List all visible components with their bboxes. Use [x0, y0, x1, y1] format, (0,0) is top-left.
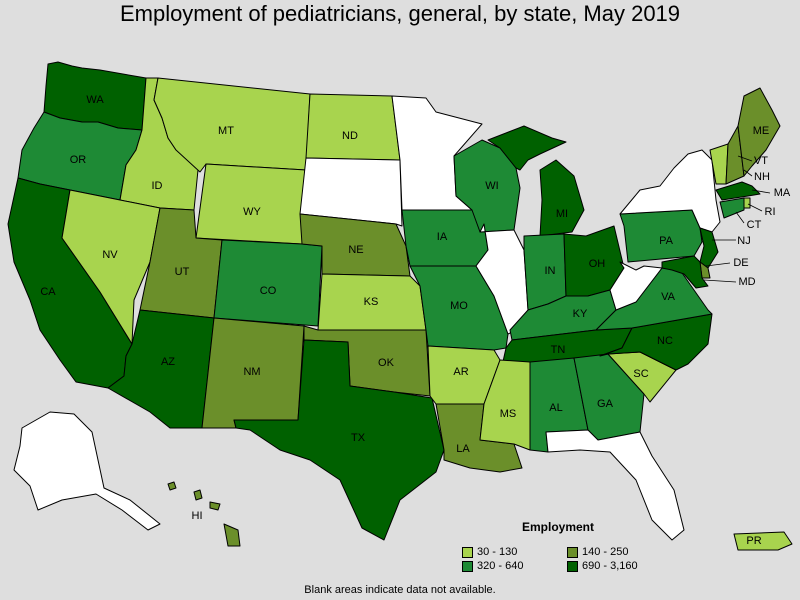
state-IL[interactable] — [475, 223, 529, 335]
legend-item-2: 140 - 250 — [567, 546, 667, 558]
label-TX: TX — [351, 432, 366, 444]
state-AK[interactable] — [13, 411, 161, 531]
label-NE: NE — [348, 244, 363, 256]
label-AL: AL — [549, 402, 562, 414]
label-WA: WA — [86, 94, 104, 106]
states-layer — [7, 61, 793, 551]
legend: Employment 30 - 130 140 - 250 320 - 640 … — [462, 520, 662, 572]
legend-title: Employment — [522, 520, 595, 534]
state-NV[interactable] — [61, 189, 161, 345]
state-labels: WA OR CA ID NV MT WY UT AZ CO NM ND NE K… — [40, 94, 791, 547]
state-ME[interactable] — [737, 87, 781, 177]
legend-swatch-3 — [462, 560, 473, 572]
label-ND: ND — [342, 130, 358, 142]
legend-item-4: 690 - 3,160 — [567, 560, 667, 572]
label-WY: WY — [243, 206, 261, 218]
legend-label-1: 30 - 130 — [477, 546, 518, 558]
state-NJ[interactable] — [699, 227, 719, 269]
label-RI: RI — [765, 206, 776, 218]
label-KS: KS — [364, 296, 379, 308]
label-IA: IA — [437, 231, 448, 243]
label-MD: MD — [738, 276, 755, 288]
label-VT: VT — [754, 155, 768, 167]
label-SC: SC — [633, 368, 648, 380]
state-PR[interactable] — [733, 531, 793, 551]
label-MA: MA — [774, 187, 791, 199]
label-NV: NV — [102, 249, 118, 261]
state-SD[interactable] — [299, 157, 403, 227]
state-MI[interactable] — [487, 125, 585, 237]
legend-swatch-2 — [567, 546, 578, 558]
state-NC[interactable] — [599, 313, 713, 371]
state-WV[interactable] — [609, 261, 663, 311]
legend-label-3: 320 - 640 — [477, 560, 524, 572]
map-title: Employment of pediatricians, general, by… — [119, 1, 681, 26]
label-CA: CA — [40, 286, 56, 298]
state-WI[interactable] — [453, 139, 521, 233]
label-KY: KY — [573, 308, 588, 320]
legend-items: 30 - 130 140 - 250 320 - 640 690 - 3,160 — [462, 546, 662, 572]
footnote: Blank areas indicate data not available. — [304, 584, 496, 596]
label-AR: AR — [453, 366, 468, 378]
label-AZ: AZ — [161, 356, 175, 368]
legend-swatch-4 — [567, 560, 578, 572]
state-TX[interactable] — [233, 339, 445, 541]
label-HI: HI — [192, 510, 203, 522]
state-WY[interactable] — [195, 163, 307, 245]
label-LA: LA — [456, 443, 470, 455]
state-CT[interactable] — [719, 197, 745, 219]
label-TN: TN — [551, 344, 566, 356]
label-PA: PA — [659, 235, 674, 247]
legend-item-3: 320 - 640 — [462, 560, 567, 572]
label-PR: PR — [746, 535, 761, 547]
legend-label-2: 140 - 250 — [582, 546, 629, 558]
label-NJ: NJ — [737, 235, 750, 247]
label-leader-lines — [703, 155, 771, 283]
state-ND[interactable] — [305, 93, 401, 161]
label-MO: MO — [450, 300, 468, 312]
label-VA: VA — [661, 291, 676, 303]
label-CT: CT — [747, 219, 762, 231]
label-NM: NM — [243, 366, 260, 378]
label-MT: MT — [218, 125, 234, 137]
label-WI: WI — [485, 180, 498, 192]
state-HI[interactable] — [167, 481, 241, 547]
label-ID: ID — [152, 180, 163, 192]
label-DE: DE — [733, 257, 748, 269]
label-NH: NH — [754, 171, 770, 183]
state-MA[interactable] — [715, 181, 761, 201]
label-UT: UT — [175, 266, 190, 278]
label-OR: OR — [70, 154, 87, 166]
label-NC: NC — [657, 335, 673, 347]
label-ME: ME — [753, 125, 770, 137]
label-IN: IN — [545, 265, 556, 277]
state-RI[interactable] — [743, 197, 751, 209]
legend-item-1: 30 - 130 — [462, 546, 567, 558]
state-FL[interactable] — [545, 429, 685, 541]
state-MD[interactable] — [661, 255, 709, 289]
label-MS: MS — [500, 408, 517, 420]
label-CO: CO — [260, 285, 277, 297]
label-GA: GA — [597, 398, 614, 410]
label-MI: MI — [556, 208, 568, 220]
label-OK: OK — [378, 357, 395, 369]
label-OH: OH — [589, 258, 606, 270]
legend-label-4: 690 - 3,160 — [582, 560, 638, 572]
state-CO[interactable] — [213, 239, 323, 327]
legend-swatch-1 — [462, 546, 473, 558]
